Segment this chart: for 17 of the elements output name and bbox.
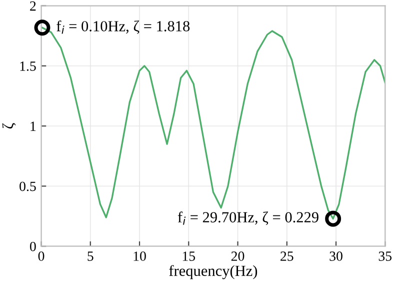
y-tick-label: 1 [30, 122, 36, 131]
annotation: f$_{i}$ = 0.10Hz, ζ = 1.818 [56, 20, 190, 34]
y-axis-title: ζ [2, 123, 16, 128]
annotation: f$_{i}$ = 29.70Hz, ζ = 0.229 [178, 212, 318, 225]
y-tick-label: 0 [30, 242, 36, 252]
x-tick-label: 10 [134, 252, 146, 261]
x-tick-label: 20 [231, 252, 244, 261]
x-tick-label: 5 [88, 252, 94, 261]
y-tick-label: 1.5 [20, 62, 36, 71]
x-axis-title: frequency(Hz) [169, 265, 258, 280]
x-tick-label: 25 [280, 252, 294, 261]
x-tick-label: 15 [182, 252, 196, 261]
y-tick-label: 0.5 [20, 182, 36, 192]
x-tick-label: 35 [378, 252, 392, 261]
y-tick-label: 2 [30, 1, 36, 11]
x-tick-label: 0 [38, 252, 44, 261]
x-tick-label: 30 [330, 252, 342, 261]
